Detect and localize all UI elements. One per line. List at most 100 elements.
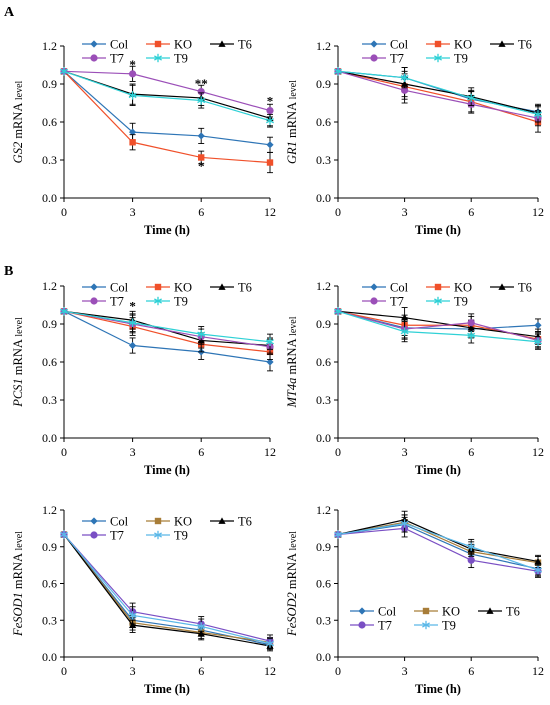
marker-t9 (422, 620, 430, 630)
line-t7 (337, 310, 539, 342)
significance-mark: * (198, 158, 205, 173)
marker-col (358, 607, 366, 615)
marker-t9 (467, 93, 476, 103)
x-tick-label: 0 (335, 445, 341, 459)
legend-item-t7: T7 (362, 52, 404, 66)
line-ko (63, 70, 271, 164)
x-tick-label: 6 (468, 664, 474, 678)
y-tick-label: 1.2 (42, 503, 57, 517)
line-t9 (337, 70, 539, 115)
series-t9 (334, 514, 542, 577)
legend-label: Col (110, 281, 129, 295)
y-axis-label: PCS1 mRNA level (11, 317, 25, 408)
y-tick-label: 1.2 (316, 39, 331, 53)
marker-t9 (154, 53, 162, 63)
marker-col (534, 321, 542, 329)
legend-item-t6: T6 (490, 38, 532, 52)
legend-label: KO (454, 38, 472, 52)
legend-item-t6: T6 (210, 281, 252, 295)
marker-t9 (60, 530, 68, 539)
line-ko (63, 534, 271, 643)
series-t9 (334, 307, 542, 350)
line-ko (337, 70, 539, 123)
y-tick-label: 0.3 (316, 613, 331, 627)
marker-t9 (400, 73, 409, 82)
panel-letter-a: A (4, 5, 15, 20)
legend-label: T7 (378, 619, 392, 633)
legend-label: KO (442, 605, 460, 619)
legend: Col KO T6 T7 T9 (350, 605, 520, 633)
marker-ko (129, 139, 136, 146)
marker-ko (422, 607, 430, 615)
series-col (334, 67, 542, 120)
series-t9 (60, 530, 274, 649)
marker-t9 (197, 96, 206, 105)
marker-t7 (401, 86, 409, 94)
series-t9 (334, 67, 542, 123)
series-ko (334, 68, 542, 133)
y-tick-label: 0.0 (42, 191, 57, 205)
series-t9 (60, 67, 274, 128)
chart-fesod1: 0.0 0.3 0.6 0.9 1.2 0 3 6 12 Time (h) FeSOD1 mRNA … (11, 503, 276, 696)
line-t9 (337, 310, 539, 343)
legend-label: KO (454, 281, 472, 295)
legend-label: Col (390, 281, 409, 295)
marker-t9 (334, 530, 342, 539)
marker-t7 (90, 54, 98, 62)
y-tick-label: 0.9 (316, 77, 331, 91)
legend-label: T9 (442, 619, 456, 633)
x-tick-label: 3 (130, 445, 136, 459)
marker-t9 (266, 116, 274, 125)
line-col (63, 310, 271, 363)
legend-label: T7 (110, 52, 124, 66)
legend-item-col: Col (350, 605, 397, 619)
legend-label: T7 (390, 52, 404, 66)
marker-col (266, 141, 274, 149)
y-tick-label: 0.9 (42, 540, 57, 554)
marker-ko (266, 159, 274, 166)
legend-label: T6 (238, 281, 252, 295)
legend-label: Col (390, 38, 409, 52)
legend-item-t7: T7 (82, 529, 124, 543)
legend: Col KO T6 T7 T9 (82, 515, 252, 543)
marker-col (90, 40, 98, 48)
marker-t9 (60, 67, 68, 76)
marker-t6 (498, 283, 506, 290)
x-tick-label: 12 (264, 205, 276, 219)
legend: Col KO T6 T7 T9 (82, 281, 252, 309)
legend-item-t9: T9 (146, 52, 188, 66)
marker-t6 (498, 40, 506, 47)
y-axis-label: FeSOD2 mRNA level (285, 531, 299, 637)
legend-item-ko: KO (426, 281, 472, 295)
x-tick-label: 6 (468, 205, 474, 219)
marker-t9 (197, 329, 206, 339)
x-tick-label: 6 (198, 445, 204, 459)
marker-t9 (400, 327, 409, 336)
legend-item-t7: T7 (350, 619, 392, 633)
y-tick-label: 0.0 (316, 191, 331, 205)
marker-ko (154, 283, 162, 291)
y-axis-label: GS2 mRNA level (11, 80, 25, 163)
y-tick-label: 1.2 (42, 39, 57, 53)
marker-ko (434, 40, 442, 48)
marker-t9 (128, 91, 137, 100)
legend-item-col: Col (82, 515, 129, 529)
legend-item-t9: T9 (146, 529, 188, 543)
y-tick-label: 1.2 (42, 279, 57, 293)
line-t6 (63, 534, 271, 647)
marker-ko (197, 154, 205, 161)
line-t7 (337, 527, 539, 572)
y-tick-label: 0.0 (316, 650, 331, 664)
y-tick-label: 0.3 (316, 393, 331, 407)
x-axis-label: Time (h) (415, 463, 461, 477)
marker-t9 (334, 67, 342, 76)
legend-item-col: Col (362, 281, 409, 295)
x-tick-label: 3 (130, 664, 136, 678)
marker-t9 (534, 110, 542, 119)
significance-mark: * (129, 298, 136, 313)
line-ko (337, 310, 539, 340)
legend-item-t6: T6 (478, 605, 520, 619)
line-ko (63, 310, 271, 353)
legend-item-t6: T6 (490, 281, 532, 295)
legend-item-t6: T6 (210, 38, 252, 52)
